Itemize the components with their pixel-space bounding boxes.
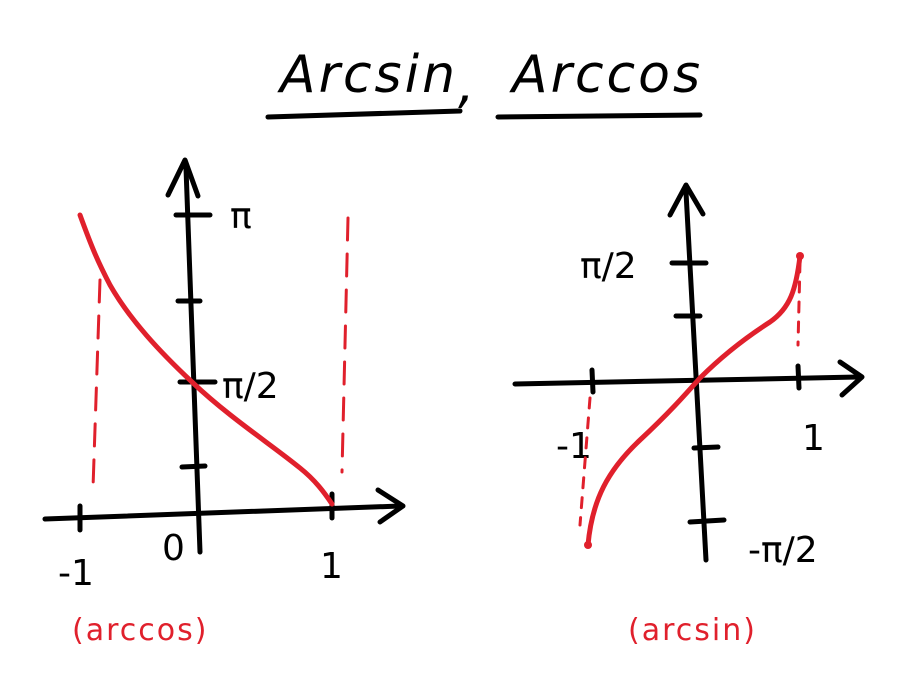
y-label-pi-half: π/2	[222, 366, 279, 407]
x-label-zero: 0	[162, 528, 185, 569]
endpoint-dot	[796, 252, 804, 260]
x-label-one: 1	[802, 418, 825, 459]
title-underline-arcsin	[265, 108, 463, 120]
arcsin-curve	[585, 253, 803, 548]
y-label-pi: π	[230, 196, 252, 237]
x-label-minus-one: -1	[58, 553, 94, 594]
y-label-pi-half: π/2	[580, 246, 637, 287]
title-separator: ,	[458, 55, 478, 115]
title-underline-arccos	[495, 112, 703, 120]
y-tick-minus-pi-half	[687, 517, 727, 525]
y-axis	[183, 165, 203, 555]
y-label-minus-pi-half: -π/2	[748, 530, 818, 571]
title: Arcsin , Arccos	[265, 45, 703, 120]
y-axis-arrow-icon	[165, 157, 201, 199]
guide-x-minus-one	[91, 278, 102, 490]
x-axis-arrow-icon	[837, 359, 865, 398]
arcsin-graph: π/2 -π/2 -1 1 (arcsin)	[512, 182, 865, 648]
caption-arcsin: (arcsin)	[628, 613, 757, 648]
x-tick-minus-one	[589, 367, 596, 395]
y-axis-arrow-icon	[667, 182, 706, 218]
y-axis	[683, 189, 709, 563]
x-label-one: 1	[320, 546, 343, 587]
endpoint-dot	[584, 541, 592, 549]
x-axis	[42, 503, 403, 522]
guide-x-one	[340, 216, 350, 474]
y-tick	[179, 463, 208, 470]
x-axis-arrow-icon	[375, 487, 406, 525]
title-arccos: Arccos	[509, 45, 703, 105]
arccos-graph: π π/2 -1 0 1 (arccos)	[42, 157, 406, 648]
y-tick	[691, 444, 721, 451]
guide-x-one	[796, 260, 802, 347]
caption-arccos: (arccos)	[72, 613, 208, 648]
guide-x-minus-one	[578, 396, 592, 527]
title-arcsin: Arcsin	[277, 45, 458, 105]
x-axis	[512, 374, 861, 387]
x-tick-one	[795, 363, 802, 391]
arccos-curve	[77, 212, 335, 507]
